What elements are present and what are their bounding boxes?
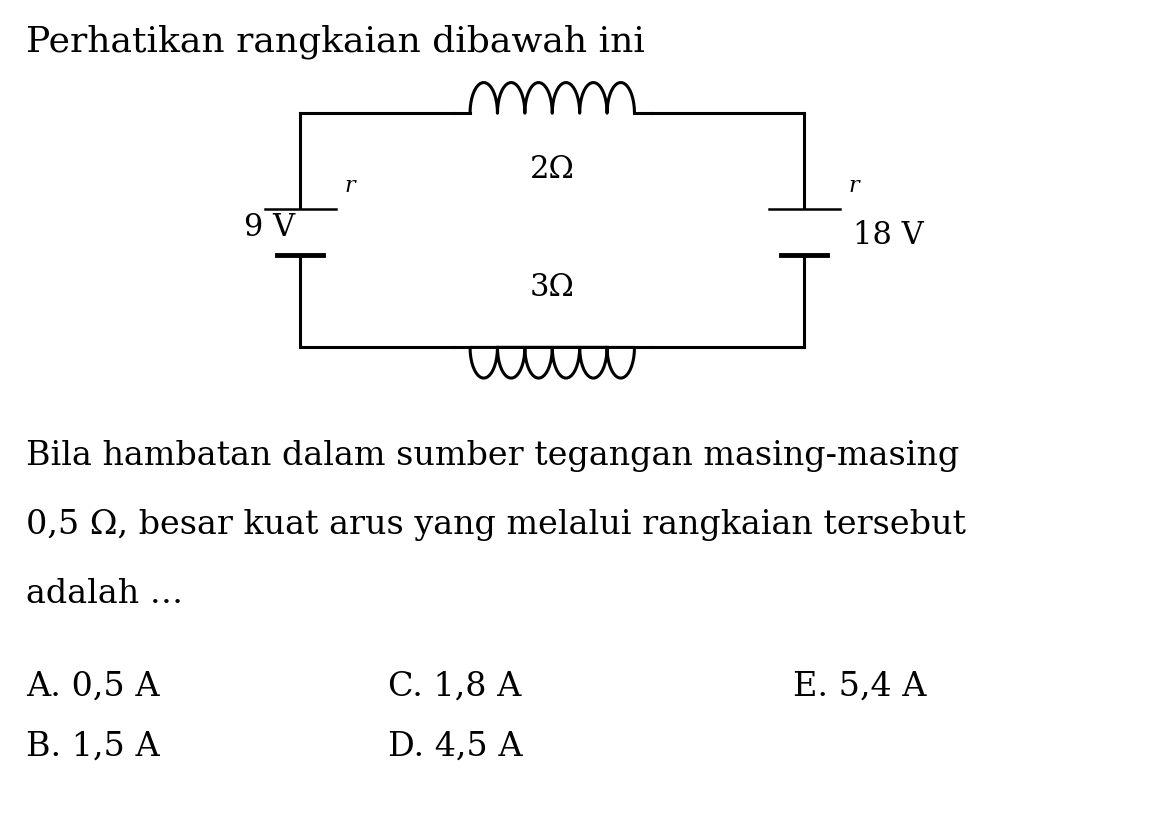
Text: 0,5 Ω, besar kuat arus yang melalui rangkaian tersebut: 0,5 Ω, besar kuat arus yang melalui rang… bbox=[26, 509, 966, 541]
Text: r: r bbox=[345, 175, 356, 197]
Text: Bila hambatan dalam sumber tegangan masing-masing: Bila hambatan dalam sumber tegangan masi… bbox=[26, 441, 960, 472]
Text: A. 0,5 A: A. 0,5 A bbox=[26, 671, 159, 703]
Text: E. 5,4 A: E. 5,4 A bbox=[794, 671, 927, 703]
Text: 3Ω: 3Ω bbox=[530, 272, 575, 303]
Text: D. 4,5 A: D. 4,5 A bbox=[388, 731, 523, 763]
Text: adalah …: adalah … bbox=[26, 578, 184, 610]
Text: B. 1,5 A: B. 1,5 A bbox=[26, 731, 160, 763]
Text: Perhatikan rangkaian dibawah ini: Perhatikan rangkaian dibawah ini bbox=[26, 24, 645, 59]
Text: C. 1,8 A: C. 1,8 A bbox=[388, 671, 522, 703]
Text: 2Ω: 2Ω bbox=[530, 153, 575, 184]
Text: 9 V: 9 V bbox=[244, 212, 295, 243]
Text: r: r bbox=[848, 175, 860, 197]
Text: 18 V: 18 V bbox=[853, 220, 924, 251]
